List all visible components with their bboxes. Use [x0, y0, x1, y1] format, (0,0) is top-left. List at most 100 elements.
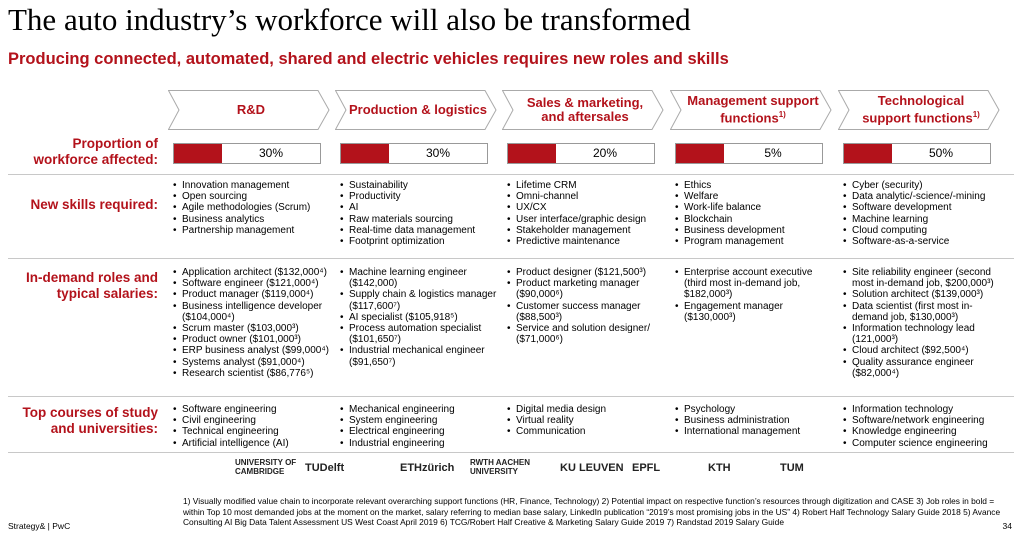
row-label: Proportion of workforce affected: [33, 136, 158, 167]
skill-item: Data analytic/-science/-mining [843, 191, 1001, 202]
skill-item: Open sourcing [173, 191, 331, 202]
chevron-shape [335, 90, 497, 130]
column-title: Sales & marketing, and aftersales [526, 95, 644, 124]
column-note: 1) [972, 110, 980, 120]
chevron: Management support functions1) [670, 90, 832, 130]
role-item: Information technology lead (121,000³) [843, 323, 1001, 345]
row-label: New skills required: [30, 197, 158, 212]
skill-item: Program management [675, 236, 833, 247]
university-logo: EPFL [632, 462, 661, 474]
column-header: Production & logistics [349, 90, 487, 130]
course-item: Digital media design [507, 404, 665, 415]
skill-item: Agile methodologies (Scrum) [173, 202, 331, 213]
skill-item: Partnership management [173, 225, 331, 236]
role-item: Service and solution designer/ ($71,000⁶… [507, 323, 665, 345]
skill-item: Work-life balance [675, 202, 833, 213]
skills-list: SustainabilityProductivityAIRaw material… [340, 180, 498, 247]
title: The auto industry’s workforce will also … [8, 2, 691, 37]
university-logo: TUM [780, 462, 804, 474]
university-logo: RWTH AACHEN UNIVERSITY [470, 458, 530, 476]
role-item: Industrial mechanical engineer ($91,650⁷… [340, 345, 498, 367]
proportion-bar [341, 144, 389, 163]
skill-item: Software development [843, 202, 1001, 213]
university-logo: KU LEUVEN [560, 462, 624, 474]
role-item: ERP business analyst ($99,000⁴) [173, 345, 331, 356]
role-item: Product designer ($121,500³) [507, 267, 665, 278]
course-item: International management [675, 426, 833, 437]
chevron-outline [670, 90, 832, 130]
chevron-outline [335, 90, 497, 130]
course-item: Information technology [843, 404, 1001, 415]
chevron-shape [502, 90, 664, 130]
row-label: Top courses of study and universities: [22, 405, 158, 436]
proportion-box: 5% [675, 143, 823, 164]
course-item: Electrical engineering [340, 426, 498, 437]
role-item: Quality assurance engineer ($82,000⁴) [843, 357, 1001, 379]
skill-item: AI [340, 202, 498, 213]
university-logo: ETHzürich [400, 462, 455, 474]
roles-list: Enterprise account executive (third most… [675, 267, 833, 323]
chevron: Production & logistics [335, 90, 497, 130]
skills-list: Cyber (security)Data analytic/-science/-… [843, 180, 1001, 247]
proportion-value: 50% [928, 146, 954, 160]
column-title: Production & logistics [349, 102, 487, 117]
proportion-value: 30% [258, 146, 284, 160]
proportion-bar [676, 144, 724, 163]
proportion-bar [508, 144, 556, 163]
row-label: In-demand roles and typical salaries: [25, 270, 158, 301]
skill-item: Cloud computing [843, 225, 1001, 236]
role-item: Enterprise account executive (third most… [675, 267, 833, 301]
course-item: Mechanical engineering [340, 404, 498, 415]
role-item: Solution architect ($139,000³) [843, 289, 1001, 300]
course-item: Software engineering [173, 404, 331, 415]
chevron-shape [168, 90, 330, 130]
skill-item: Predictive maintenance [507, 236, 665, 247]
course-item: Industrial engineering [340, 438, 498, 449]
chevron: Sales & marketing, and aftersales [502, 90, 664, 130]
proportion-value: 20% [592, 146, 618, 160]
role-item: Product manager ($119,000⁴) [173, 289, 331, 300]
courses-list: Digital media designVirtual realityCommu… [507, 404, 665, 438]
roles-list: Site reliability engineer (second most i… [843, 267, 1001, 379]
role-item: Customer success manager ($88,500³) [507, 301, 665, 323]
skill-item: Sustainability [340, 180, 498, 191]
course-item: Civil engineering [173, 415, 331, 426]
separator [8, 174, 1014, 175]
role-item: Software engineer ($121,000⁴) [173, 278, 331, 289]
chevron-shape [838, 90, 1000, 130]
roles-list: Product designer ($121,500³)Product mark… [507, 267, 665, 345]
page-number: 34 [1002, 521, 1012, 531]
skill-item: Business development [675, 225, 833, 236]
column-title: Technological support functions1) [862, 93, 980, 126]
course-item: Business administration [675, 415, 833, 426]
separator [8, 396, 1014, 397]
skill-item: Real-time data management [340, 225, 498, 236]
column-note: 1) [778, 110, 786, 120]
chevron-outline [168, 90, 330, 130]
skill-item: Machine learning [843, 214, 1001, 225]
role-item: Product owner ($101,000³) [173, 334, 331, 345]
skill-item: UX/CX [507, 202, 665, 213]
chevron-shape [670, 90, 832, 130]
footnotes: 1) Visually modified value chain to inco… [183, 496, 1001, 527]
skill-item: Ethics [675, 180, 833, 191]
chevron-outline [838, 90, 1000, 130]
course-item: Knowledge engineering [843, 426, 1001, 437]
university-logo: KTH [708, 462, 731, 474]
role-item: Machine learning engineer ($142,000) [340, 267, 498, 289]
footer-source: Strategy& | PwC [8, 521, 71, 531]
role-item: Systems analyst ($91,000⁴) [173, 357, 331, 368]
proportion-value: 5% [764, 146, 782, 160]
column-header: R&D [182, 90, 320, 130]
proportion-bar [174, 144, 222, 163]
skill-item: User interface/graphic design [507, 214, 665, 225]
role-item: Process automation specialist ($101,650⁷… [340, 323, 498, 345]
skill-item: Footprint optimization [340, 236, 498, 247]
course-item: Software/network engineering [843, 415, 1001, 426]
courses-list: PsychologyBusiness administrationInterna… [675, 404, 833, 438]
column-header: Technological support functions1) [852, 90, 990, 130]
courses-list: Mechanical engineeringSystem engineering… [340, 404, 498, 449]
skill-item: Innovation management [173, 180, 331, 191]
skills-list: EthicsWelfareWork-life balanceBlockchain… [675, 180, 833, 247]
